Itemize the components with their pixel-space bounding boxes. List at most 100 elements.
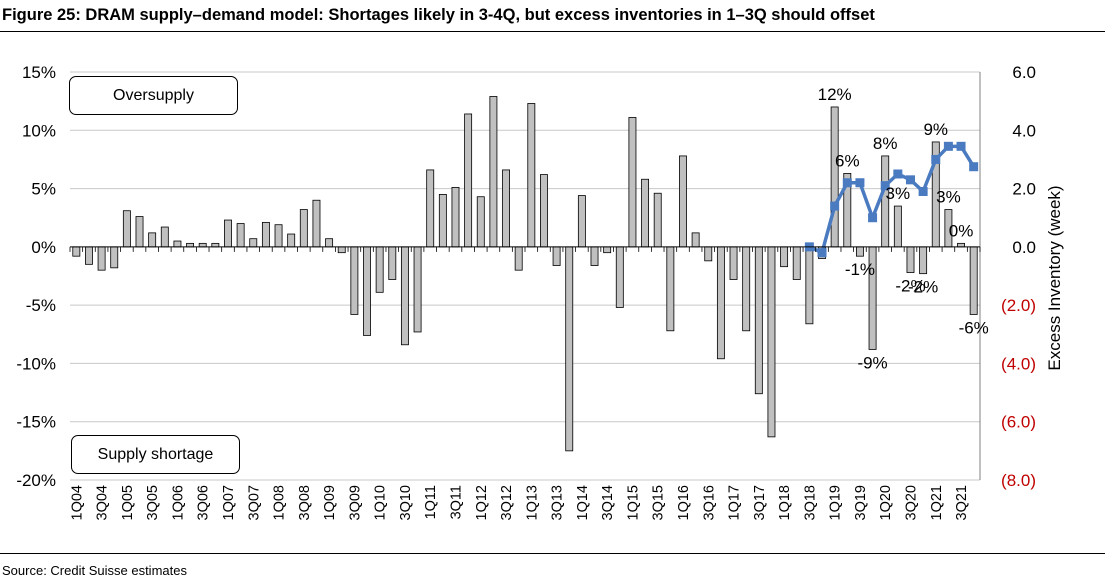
data-label: -2% xyxy=(895,277,925,296)
bar-3Q18 xyxy=(805,246,814,325)
x-tick-label-3Q12: 3Q12 xyxy=(499,485,515,520)
bar-1Q07 xyxy=(224,219,232,248)
bar-3Q11 xyxy=(451,187,460,248)
x-tick-label-1Q19: 1Q19 xyxy=(828,485,844,520)
data-label: 3% xyxy=(886,184,911,203)
bar-4Q13 xyxy=(565,246,574,452)
bar-2Q07 xyxy=(236,223,245,248)
data-label: -1% xyxy=(845,260,875,279)
bar-4Q06 xyxy=(211,242,220,248)
bar-4Q10 xyxy=(413,246,422,333)
right-tick-label: 4.0 xyxy=(1012,121,1036,140)
bar-3Q20 xyxy=(906,246,915,273)
bar-2Q14 xyxy=(590,246,599,266)
x-tick-label-3Q19: 3Q19 xyxy=(853,485,869,520)
data-labels: 12% 6% -1% -9% 8% 3% -2%-2% 9% 3% 0% -6% xyxy=(818,85,989,372)
x-tick-label-1Q12: 1Q12 xyxy=(474,485,490,520)
left-tick-label: 15% xyxy=(22,63,56,82)
bar-1Q09 xyxy=(325,238,334,248)
line-point xyxy=(956,141,966,151)
bar-2Q15 xyxy=(641,178,650,248)
footer-rule xyxy=(0,553,1105,554)
x-tick-label-3Q13: 3Q13 xyxy=(550,485,566,520)
x-tick-label-3Q17: 3Q17 xyxy=(752,485,768,520)
x-tick-label-3Q15: 3Q15 xyxy=(651,485,667,520)
x-tick-label-1Q05: 1Q05 xyxy=(120,485,136,520)
x-tick-label-1Q17: 1Q17 xyxy=(727,485,743,520)
bar-2Q20 xyxy=(893,205,902,248)
bar-3Q19 xyxy=(855,246,864,257)
title-rule xyxy=(0,31,1105,32)
bar-3Q21 xyxy=(957,242,965,248)
data-label: 8% xyxy=(873,134,898,153)
left-tick-label: 0% xyxy=(31,238,56,257)
line-point xyxy=(943,141,953,151)
left-tick-label: -5% xyxy=(26,296,56,315)
bar-1Q14 xyxy=(577,195,586,248)
bar-2Q08 xyxy=(287,233,296,248)
bar-2Q13 xyxy=(540,174,548,248)
x-tick-label-1Q16: 1Q16 xyxy=(676,485,692,520)
source-note: Source: Credit Suisse estimates xyxy=(2,563,187,578)
bar-4Q07 xyxy=(261,221,270,248)
line-point xyxy=(880,181,890,191)
bar-1Q08 xyxy=(274,224,283,248)
bar-3Q12 xyxy=(502,169,510,248)
bar-3Q04 xyxy=(97,246,106,271)
oversupply-label: Oversupply xyxy=(69,76,238,115)
x-tick-label-3Q08: 3Q08 xyxy=(297,485,313,520)
bar-1Q11 xyxy=(426,169,435,248)
x-tick-label-3Q05: 3Q05 xyxy=(145,485,161,520)
bar-1Q18 xyxy=(780,246,789,268)
bar-2Q04 xyxy=(85,246,93,265)
bar-1Q16 xyxy=(679,155,687,248)
bar-3Q16 xyxy=(704,246,713,262)
right-tick-label: (8.0) xyxy=(1001,471,1036,490)
x-tick-label-1Q08: 1Q08 xyxy=(272,485,288,520)
left-tick-label: -20% xyxy=(16,471,56,490)
bar-4Q14 xyxy=(615,246,624,308)
bar-4Q21 xyxy=(969,246,978,315)
bar-2Q10 xyxy=(388,246,397,280)
bar-1Q17 xyxy=(729,246,738,280)
bar-1Q19 xyxy=(830,106,839,248)
bar-2Q05 xyxy=(135,216,144,248)
bar-3Q05 xyxy=(148,232,157,248)
data-label: -2% xyxy=(908,278,938,297)
left-tick-label: -15% xyxy=(16,413,56,432)
left-tick-label: 10% xyxy=(22,121,56,140)
bar-4Q04 xyxy=(110,246,119,269)
bar-2Q11 xyxy=(438,193,447,248)
bar-series xyxy=(72,96,978,452)
bar-3Q07 xyxy=(249,238,258,248)
line-point xyxy=(969,162,979,172)
bar-1Q06 xyxy=(173,240,182,248)
x-tick-label-1Q20: 1Q20 xyxy=(878,485,894,520)
line-point xyxy=(918,186,928,196)
bar-1Q05 xyxy=(122,210,131,248)
x-tick-label-3Q14: 3Q14 xyxy=(600,485,616,520)
bar-4Q08 xyxy=(312,199,321,248)
line-point xyxy=(842,178,852,188)
data-label: -9% xyxy=(857,353,887,372)
x-tick-label-3Q04: 3Q04 xyxy=(95,485,111,520)
data-label: 12% xyxy=(818,85,852,104)
bar-4Q12 xyxy=(514,246,523,271)
bar-4Q20 xyxy=(919,246,928,275)
bar-3Q17 xyxy=(754,246,763,395)
bar-2Q16 xyxy=(691,232,700,248)
x-tick-label-3Q10: 3Q10 xyxy=(398,485,414,520)
bar-4Q17 xyxy=(767,246,776,438)
line-point xyxy=(830,201,840,211)
x-tick-label-3Q16: 3Q16 xyxy=(701,485,717,520)
x-tick-label-1Q13: 1Q13 xyxy=(524,485,540,520)
supply-shortage-label: Supply shortage xyxy=(71,435,240,474)
bar-3Q14 xyxy=(603,246,612,254)
x-tick-label-1Q04: 1Q04 xyxy=(69,485,85,520)
left-axis: 15% 10% 5% 0% -5% -10% -15% -20% xyxy=(16,63,56,490)
data-label: 9% xyxy=(923,120,948,139)
bar-3Q10 xyxy=(400,246,409,346)
data-label: 6% xyxy=(835,151,860,170)
right-tick-label: 6.0 xyxy=(1012,63,1036,82)
